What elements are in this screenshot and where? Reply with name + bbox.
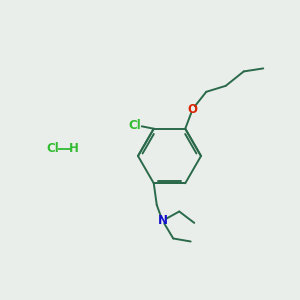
Text: Cl: Cl (128, 119, 141, 132)
Text: O: O (188, 103, 198, 116)
Text: Cl: Cl (46, 142, 59, 155)
Text: N: N (158, 214, 168, 227)
Text: H: H (69, 142, 78, 155)
